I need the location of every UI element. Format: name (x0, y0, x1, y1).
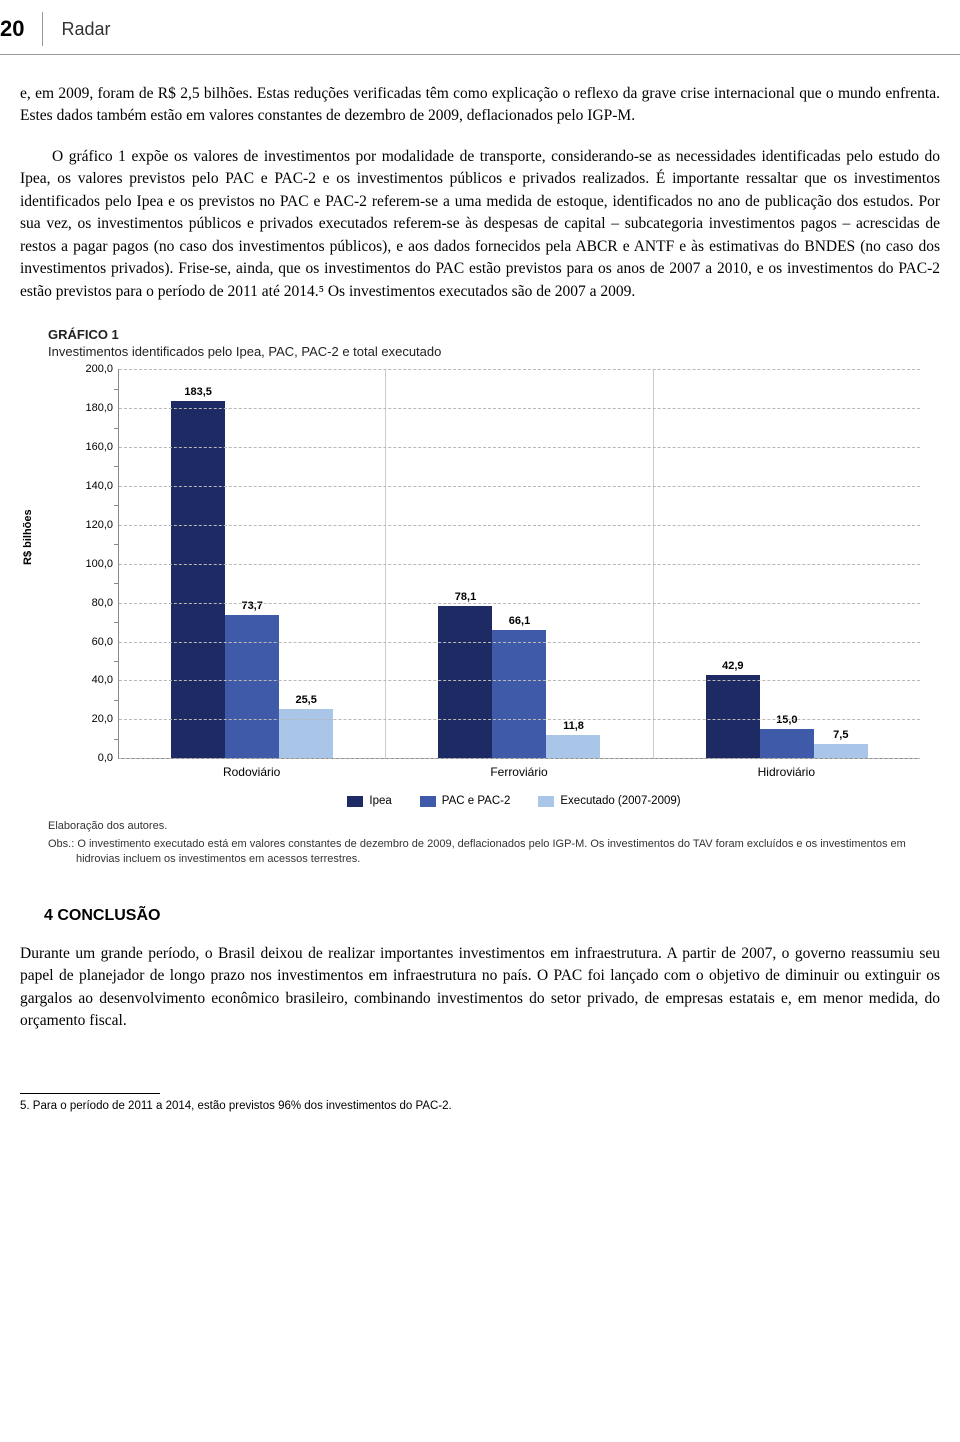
y-minor-tick (114, 700, 119, 701)
bar-value-label: 42,9 (722, 660, 743, 672)
gridline (119, 408, 920, 409)
gridline (119, 447, 920, 448)
x-axis-labels: RodoviárioFerroviárioHidroviário (118, 765, 920, 779)
y-tick-label: 140,0 (85, 480, 119, 492)
y-tick-label: 60,0 (92, 636, 119, 648)
bar: 11,8 (546, 735, 600, 758)
legend-label: Ipea (369, 795, 391, 807)
y-minor-tick (114, 661, 119, 662)
y-minor-tick (114, 583, 119, 584)
y-axis-label: R$ bilhões (22, 510, 34, 566)
y-minor-tick (114, 544, 119, 545)
chart-source: Elaboração dos autores. (48, 819, 940, 834)
y-tick-label: 160,0 (85, 441, 119, 453)
bar: 78,1 (438, 606, 492, 758)
y-minor-tick (114, 389, 119, 390)
page-number: 20 (0, 16, 42, 42)
gridline (119, 369, 920, 370)
gridline (119, 642, 920, 643)
y-minor-tick (114, 622, 119, 623)
y-tick-label: 20,0 (92, 713, 119, 725)
legend-item: Ipea (347, 795, 391, 807)
chart-block: GRÁFICO 1 Investimentos identificados pe… (48, 327, 940, 807)
legend-swatch (347, 796, 363, 807)
y-tick-label: 80,0 (92, 597, 119, 609)
section-body: Durante um grande período, o Brasil deix… (20, 943, 940, 1033)
x-axis-label: Rodoviário (118, 765, 385, 779)
bar: 183,5 (171, 401, 225, 758)
y-tick-label: 200,0 (85, 363, 119, 375)
y-minor-tick (114, 466, 119, 467)
bar: 15,0 (760, 729, 814, 758)
y-minor-tick (114, 428, 119, 429)
journal-name: Radar (61, 19, 110, 40)
y-tick-label: 0,0 (98, 752, 119, 764)
chart-legend: Ipea PAC e PAC-2 Executado (2007-2009) (88, 795, 940, 807)
bar: 73,7 (225, 615, 279, 758)
bar-value-label: 11,8 (563, 720, 584, 732)
gridline (119, 758, 920, 759)
legend-item: Executado (2007-2009) (538, 795, 680, 807)
paragraph-1: e, em 2009, foram de R$ 2,5 bilhões. Est… (20, 83, 940, 128)
chart-obs: Obs.: O investimento executado está em v… (48, 837, 940, 867)
gridline (119, 680, 920, 681)
y-minor-tick (114, 505, 119, 506)
y-tick-label: 40,0 (92, 674, 119, 686)
y-tick-label: 100,0 (85, 558, 119, 570)
x-axis-label: Ferroviário (385, 765, 652, 779)
y-minor-tick (114, 739, 119, 740)
bar-value-label: 66,1 (509, 615, 530, 627)
gridline (119, 603, 920, 604)
header-divider (42, 12, 43, 46)
chart-area: R$ bilhões 183,573,725,578,166,111,842,9… (78, 369, 920, 789)
bar-value-label: 78,1 (455, 591, 476, 603)
bar: 66,1 (492, 630, 546, 759)
footnote: 5. Para o período de 2011 a 2014, estão … (20, 1100, 940, 1112)
paragraph-2: O gráfico 1 expõe os valores de investim… (20, 146, 940, 303)
y-tick-label: 120,0 (85, 519, 119, 531)
legend-swatch (538, 796, 554, 807)
bar-value-label: 183,5 (184, 386, 212, 398)
legend-item: PAC e PAC-2 (420, 795, 511, 807)
legend-label: Executado (2007-2009) (560, 795, 680, 807)
page-header: 20 Radar (0, 0, 960, 55)
bar-value-label: 25,5 (295, 694, 316, 706)
legend-swatch (420, 796, 436, 807)
legend-label: PAC e PAC-2 (442, 795, 511, 807)
gridline (119, 564, 920, 565)
section-heading: 4 CONCLUSÃO (44, 907, 940, 925)
footnote-rule (20, 1093, 160, 1094)
bar: 42,9 (706, 675, 760, 758)
gridline (119, 525, 920, 526)
chart-title: Investimentos identificados pelo Ipea, P… (48, 344, 940, 359)
bar: 7,5 (814, 744, 868, 759)
chart-plot: 183,573,725,578,166,111,842,915,07,5 0,0… (118, 369, 920, 759)
bar-value-label: 7,5 (833, 729, 848, 741)
chart-footer: Elaboração dos autores. Obs.: O investim… (48, 819, 940, 867)
chart-label: GRÁFICO 1 (48, 327, 940, 342)
gridline (119, 719, 920, 720)
gridline (119, 486, 920, 487)
bar: 25,5 (279, 709, 333, 759)
x-axis-label: Hidroviário (653, 765, 920, 779)
y-tick-label: 180,0 (85, 402, 119, 414)
